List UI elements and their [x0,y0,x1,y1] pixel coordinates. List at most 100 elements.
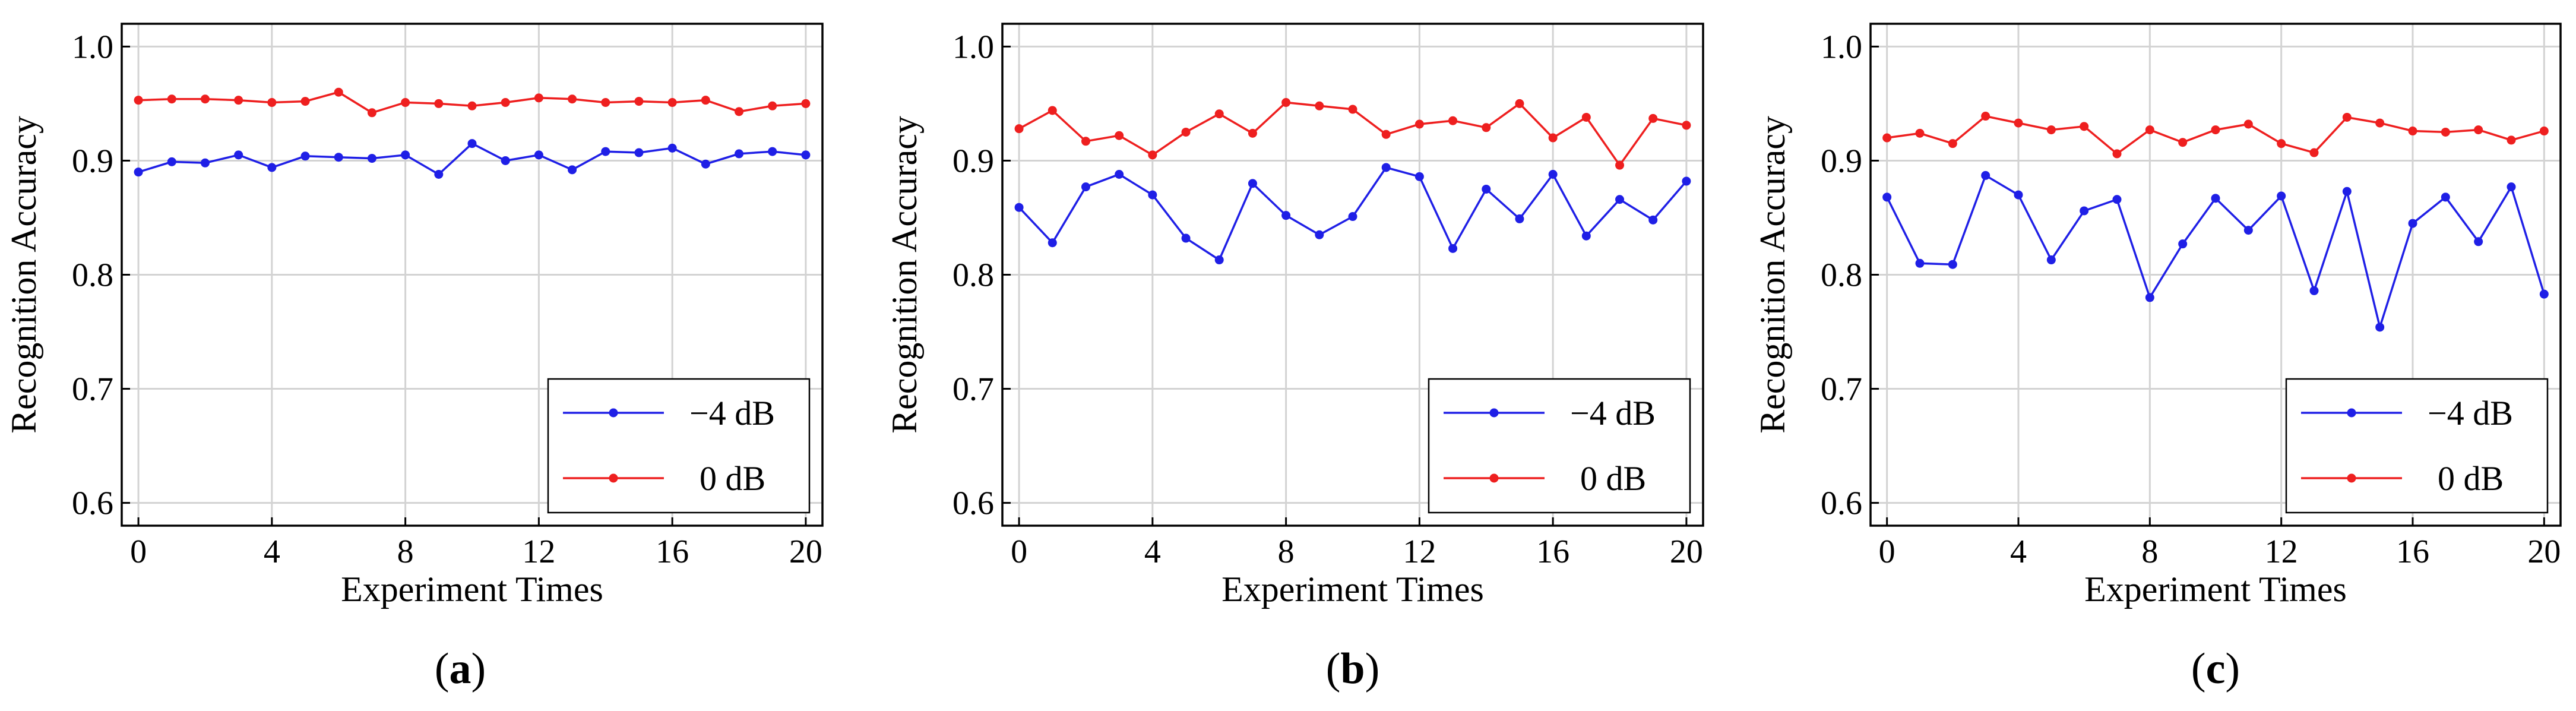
data-point [2145,293,2154,302]
y-tick-label: 0.6 [72,485,113,522]
data-point [200,94,210,104]
legend-label: 0 dB [2438,459,2504,498]
legend-label: 0 dB [1580,459,1646,498]
data-point [300,151,310,161]
data-point [1882,133,1892,143]
data-point [568,94,577,104]
legend-label: −4 dB [1570,394,1656,432]
data-point [568,165,577,175]
legend-swatch-marker [2347,473,2356,483]
caption-paren-open: ( [435,644,450,693]
legend-swatch-marker [2347,408,2356,418]
data-point [2178,138,2188,147]
data-point [334,153,343,162]
data-point [1981,112,1990,121]
data-point [2277,191,2286,201]
y-tick-label: 0.9 [1821,143,1862,179]
data-point [2309,148,2319,157]
data-point [768,101,777,110]
data-point [2080,206,2089,216]
data-point [667,143,677,153]
data-point [1181,127,1191,137]
data-point [1414,172,1424,181]
data-point [735,107,744,116]
data-point [1148,150,1157,160]
data-point [234,96,243,105]
y-axis-label: Recognition Accuracy [4,116,43,434]
data-point [2408,219,2417,228]
data-point [2046,255,2056,265]
x-tick-label: 0 [1011,533,1027,570]
data-point [1115,170,1124,179]
data-point [801,150,811,160]
data-point [267,98,277,108]
panel-caption: (a) [435,644,486,693]
data-point [2342,187,2352,196]
x-tick-label: 0 [1879,533,1895,570]
data-point [534,93,543,103]
data-point [2309,286,2319,295]
x-tick-label: 4 [1144,533,1161,570]
data-point [534,150,543,160]
caption-letter: b [1340,644,1365,693]
data-point [1281,98,1291,108]
caption-paren-close: ) [1365,644,1380,693]
data-point [2441,192,2450,202]
data-point [167,157,176,166]
data-point [768,147,777,156]
x-tick-label: 16 [2396,533,2429,570]
data-point [1915,128,1925,138]
data-point [1448,244,1458,253]
data-point [1482,123,1491,132]
data-point [2474,237,2483,247]
data-point [2112,149,2122,159]
data-point [1515,214,1524,223]
data-point [1281,211,1291,220]
data-point [2507,182,2516,192]
x-tick-label: 8 [397,533,414,570]
y-tick-label: 0.9 [72,143,113,179]
data-point [434,99,444,108]
data-point [601,147,610,156]
data-point [2046,125,2056,135]
data-point [735,149,744,159]
data-point [1381,163,1391,172]
chart-panel-a: 0 4 8 12 16 20 0.6 0.7 0.8 0.9 1.0 Experiment Times… [4,23,824,693]
x-tick-label: 8 [2141,533,2158,570]
data-point [1014,124,1024,134]
panel-caption: (c) [2191,644,2240,693]
data-point [334,87,343,97]
x-tick-label: 12 [522,533,555,570]
data-point [1448,116,1458,125]
x-tick-label: 4 [2010,533,2027,570]
data-point [667,98,677,108]
y-tick-label: 0.6 [952,485,994,522]
legend-label: 0 dB [700,459,765,498]
data-point [1615,195,1625,204]
data-point [1014,203,1024,212]
data-point [701,159,710,169]
data-point [1682,176,1691,186]
data-point [1315,230,1324,239]
x-axis-label: Experiment Times [341,570,603,609]
caption-paren-close: ) [2225,644,2240,693]
data-point [2014,190,2023,200]
y-tick-label: 1.0 [952,29,994,65]
x-tick-label: 20 [789,533,822,570]
y-tick-label: 0.8 [72,257,113,294]
legend-swatch-marker [1489,408,1499,418]
legend-label: −4 dB [689,394,775,432]
data-point [2211,194,2220,203]
data-point [701,96,710,105]
data-point [2014,118,2023,128]
data-point [1882,192,1892,202]
data-point [1581,112,1591,122]
data-point [1548,170,1558,179]
data-point [1214,255,1224,265]
data-point [1682,121,1691,130]
caption-letter: a [450,644,471,693]
x-tick-label: 0 [130,533,147,570]
caption-paren-open: ( [1326,644,1341,693]
data-point [1081,137,1090,146]
